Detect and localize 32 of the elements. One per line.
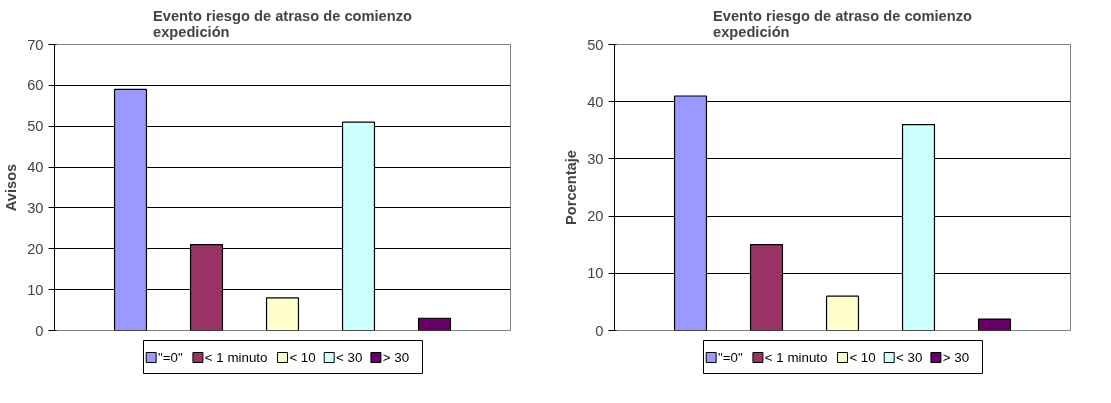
y-tick-label: 70 bbox=[27, 36, 44, 53]
legend-label: "=0" bbox=[157, 350, 183, 365]
legend-label: > 30 bbox=[942, 350, 969, 365]
y-tick-label: 20 bbox=[587, 208, 604, 225]
y-tick-label: 10 bbox=[27, 281, 44, 298]
y-axis-title: Porcentaje bbox=[563, 150, 580, 225]
bar bbox=[265, 297, 300, 331]
y-tick-label: 0 bbox=[595, 322, 604, 339]
legend-label: < 1 minuto bbox=[764, 350, 827, 365]
y-tick-label: 30 bbox=[587, 150, 604, 167]
chart-title: Evento riesgo de atraso de comienzo expedición bbox=[153, 7, 413, 40]
bar bbox=[977, 318, 1012, 331]
legend-label: < 30 bbox=[895, 350, 922, 365]
legend-label: < 10 bbox=[848, 350, 876, 365]
legend-label: < 30 bbox=[335, 350, 362, 365]
y-tick-label: 40 bbox=[27, 159, 44, 176]
y-tick-label: 30 bbox=[27, 199, 44, 216]
y-tick-label: 60 bbox=[27, 77, 44, 94]
bar bbox=[825, 295, 860, 331]
legend-label: "=0" bbox=[717, 350, 743, 365]
y-tick-label: 10 bbox=[587, 265, 604, 282]
y-tick-label: 20 bbox=[27, 240, 44, 257]
y-tick-label: 40 bbox=[587, 93, 604, 110]
y-axis-title: Avisos bbox=[3, 163, 20, 212]
legend-label: < 10 bbox=[288, 350, 316, 365]
bar bbox=[417, 317, 452, 331]
y-tick-label: 50 bbox=[27, 118, 44, 135]
legend-label: > 30 bbox=[382, 350, 409, 365]
y-tick-label: 0 bbox=[35, 322, 44, 339]
y-tick-label: 50 bbox=[587, 36, 604, 53]
legend-label: < 1 minuto bbox=[204, 350, 267, 365]
chart-title: Evento riesgo de atraso de comienzo expedición bbox=[713, 7, 973, 40]
